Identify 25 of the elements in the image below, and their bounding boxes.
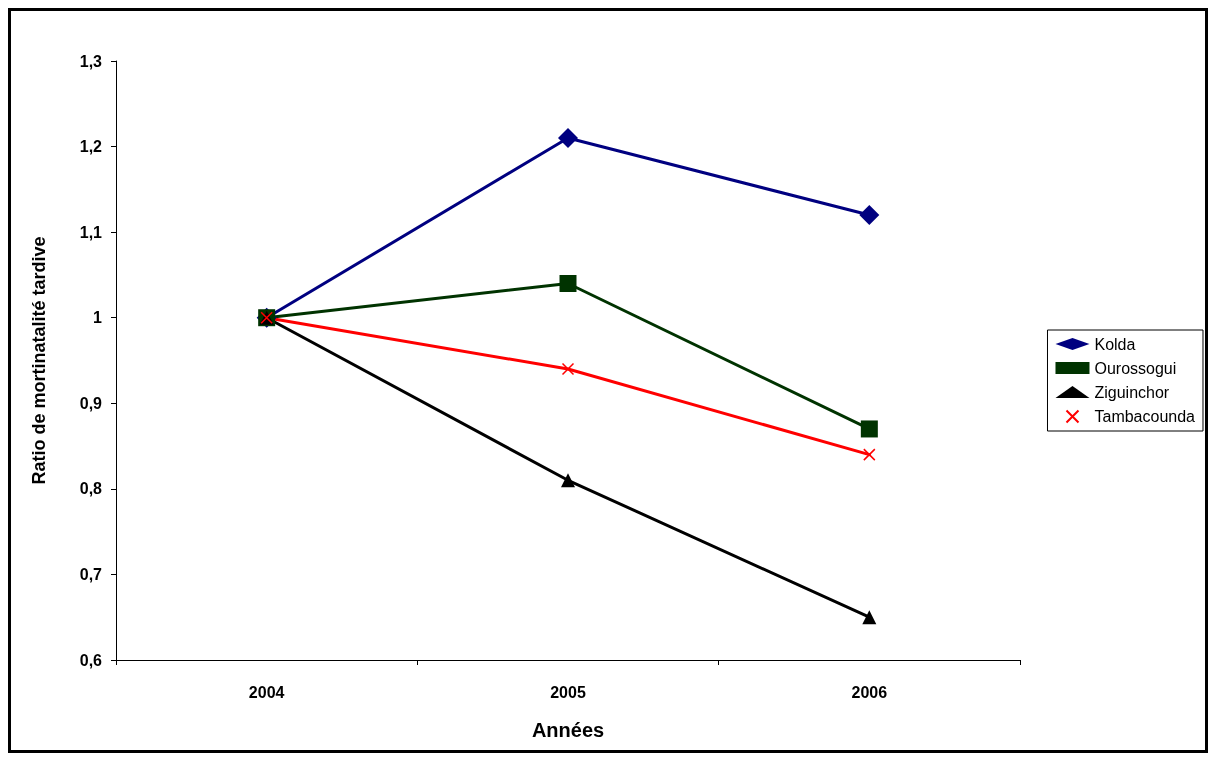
point [860,420,878,438]
point [859,205,880,226]
y-tick-label: 0,9 [79,394,103,412]
point [863,448,876,461]
point [862,610,877,625]
y-tick-label: 1,1 [79,223,103,241]
y-tick-label: 1,2 [79,138,103,156]
x-axis-title: Années [531,719,605,741]
y-tick-label: 0,7 [79,565,103,583]
y-tick-label: 1 [93,309,103,327]
x-tick-label: 2004 [248,683,285,701]
legend-label: Tambacounda [1094,408,1196,425]
legend-label: Ziguinchor [1094,383,1170,401]
point [561,473,575,488]
point [561,362,575,376]
y-axis-title: Ratio de mortinatalité tardive [29,236,49,485]
point [558,128,578,149]
legend-label: Ourossogui [1094,359,1177,377]
point [559,274,577,292]
y-tick-label: 0,8 [79,480,103,498]
y-tick-label: 0,6 [79,651,103,669]
x-tick-label: 2005 [550,683,586,701]
y-tick-label: 1,3 [79,52,103,70]
legend-label: Kolda [1094,335,1136,353]
x-tick-label: 2006 [851,683,888,701]
